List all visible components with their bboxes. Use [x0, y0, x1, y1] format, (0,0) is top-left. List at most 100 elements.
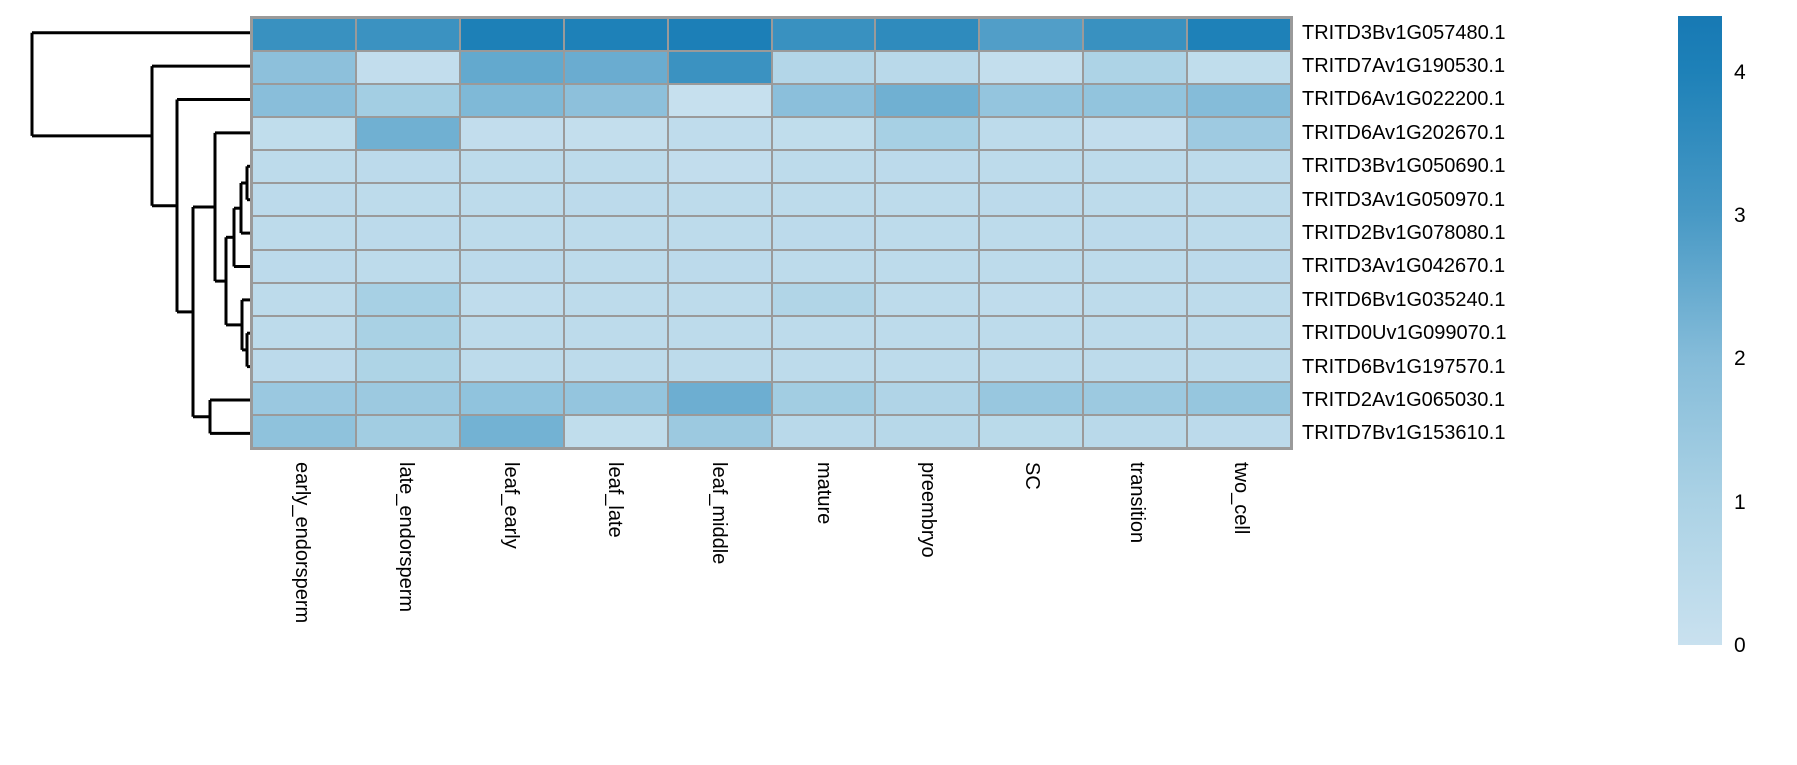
row-label: TRITD3Bv1G050690.1: [1302, 155, 1506, 178]
heatmap-cell: [876, 415, 979, 447]
row-label: TRITD2Bv1G078080.1: [1302, 222, 1506, 244]
heatmap-cell: [772, 217, 875, 249]
col-label: two_cell: [1229, 462, 1252, 535]
heatmap-cell: [772, 19, 875, 51]
heatmap-cell: [876, 382, 979, 414]
heatmap-cell: [356, 184, 459, 216]
heatmap-cell: [1084, 250, 1187, 282]
col-label: leaf_early: [499, 462, 522, 549]
heatmap-cell: [1188, 250, 1290, 282]
heatmap-cell: [1084, 184, 1187, 216]
colorbar-tick-label: 2: [1734, 347, 1746, 371]
heatmap-cell: [876, 118, 979, 150]
row-dendrogram: [30, 31, 250, 435]
heatmap-cell: [253, 52, 355, 84]
heatmap-cell: [668, 316, 771, 348]
col-label: transition: [1125, 462, 1148, 544]
heatmap-cell: [564, 250, 667, 282]
row-label: TRITD2Av1G065030.1: [1302, 388, 1506, 411]
heatmap-cell: [1188, 415, 1290, 447]
heatmap-cell: [1188, 85, 1290, 117]
row-label: TRITD6Bv1G035240.1: [1302, 288, 1506, 311]
heatmap-cell: [356, 415, 459, 447]
heatmap-cell: [564, 184, 667, 216]
heatmap-cell: [253, 85, 355, 117]
heatmap-cell: [564, 349, 667, 381]
heatmap-cell: [356, 85, 459, 117]
heatmap-cell: [356, 52, 459, 84]
row-label: TRITD6Bv1G197570.1: [1302, 355, 1506, 378]
heatmap-cell: [1188, 382, 1290, 414]
colorbar: [1678, 16, 1722, 645]
heatmap-cell: [876, 316, 979, 348]
heatmap-cell: [980, 118, 1083, 150]
heatmap-cell: [1188, 19, 1290, 51]
heatmap-cell: [253, 19, 355, 51]
heatmap-cell: [980, 19, 1083, 51]
heatmap-cell: [668, 19, 771, 51]
heatmap-cell: [876, 250, 979, 282]
heatmap-cell: [1188, 217, 1290, 249]
row-label: TRITD3Av1G050970.1: [1302, 188, 1506, 211]
heatmap-grid: [250, 16, 1293, 450]
row-label: TRITD3Av1G042670.1: [1302, 255, 1506, 278]
heatmap-cell: [772, 250, 875, 282]
heatmap-cell: [460, 19, 563, 51]
heatmap-cell: [980, 184, 1083, 216]
heatmap-cell: [876, 52, 979, 84]
heatmap-cell: [356, 316, 459, 348]
heatmap-cell: [772, 118, 875, 150]
heatmap-cell: [1188, 52, 1290, 84]
heatmap-cell: [980, 316, 1083, 348]
heatmap-cell: [980, 151, 1083, 183]
heatmap-cell: [564, 52, 667, 84]
col-label: mature: [812, 462, 835, 525]
heatmap-cell: [772, 184, 875, 216]
heatmap-cell: [460, 151, 563, 183]
heatmap-cell: [1084, 52, 1187, 84]
heatmap-cell: [1084, 316, 1187, 348]
colorbar-tick-label: 4: [1734, 60, 1746, 84]
heatmap-cell: [253, 250, 355, 282]
heatmap-cell: [460, 184, 563, 216]
heatmap-cell: [668, 118, 771, 150]
heatmap-cell: [876, 184, 979, 216]
heatmap-cell: [253, 184, 355, 216]
heatmap-cell: [668, 85, 771, 117]
heatmap-cell: [460, 415, 563, 447]
heatmap-cell: [876, 151, 979, 183]
heatmap-cell: [980, 250, 1083, 282]
heatmap-cell: [772, 415, 875, 447]
heatmap-cell: [1084, 283, 1187, 315]
col-label: SC: [1021, 462, 1044, 490]
heatmap-cell: [564, 151, 667, 183]
heatmap-cell: [980, 349, 1083, 381]
heatmap-cell: [876, 217, 979, 249]
heatmap-cell: [253, 382, 355, 414]
heatmap-cell: [564, 382, 667, 414]
heatmap-cell: [253, 217, 355, 249]
heatmap-cell: [253, 151, 355, 183]
heatmap-cell: [460, 283, 563, 315]
heatmap-cell: [460, 349, 563, 381]
heatmap-cell: [564, 316, 667, 348]
heatmap-cell: [876, 349, 979, 381]
heatmap-cell: [1084, 19, 1187, 51]
heatmap-cell: [980, 415, 1083, 447]
heatmap-cell: [772, 52, 875, 84]
heatmap-cell: [876, 19, 979, 51]
col-label: leaf_late: [604, 462, 627, 538]
heatmap-cell: [356, 151, 459, 183]
heatmap-cell: [1084, 118, 1187, 150]
heatmap-cell: [460, 382, 563, 414]
heatmap-cell: [876, 283, 979, 315]
heatmap-cell: [460, 52, 563, 84]
heatmap-cell: [564, 85, 667, 117]
heatmap-cell: [668, 283, 771, 315]
col-label: late_endorsperm: [395, 462, 418, 613]
heatmap-cell: [253, 283, 355, 315]
heatmap-cell: [1084, 151, 1187, 183]
heatmap-cell: [772, 85, 875, 117]
col-label: early_endorsperm: [291, 462, 314, 624]
